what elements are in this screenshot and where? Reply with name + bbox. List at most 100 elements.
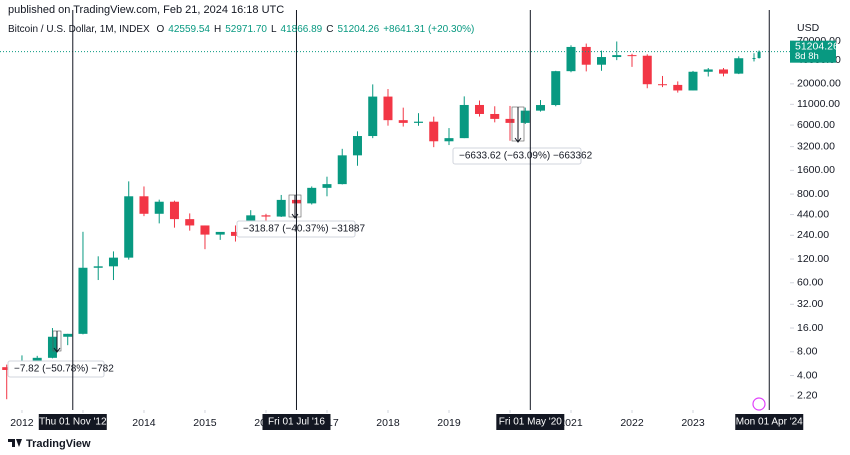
candle-body — [78, 267, 88, 334]
candle-body — [719, 69, 729, 74]
marker-box — [496, 414, 565, 430]
candle-body — [551, 71, 561, 106]
plot-area — [2, 41, 761, 400]
marker-label: Thu 01 Nov '12 — [39, 417, 107, 428]
y-tick-label: 4.00 — [797, 369, 818, 381]
y-tick-label: 11000.00 — [797, 98, 840, 110]
candle-body — [337, 155, 347, 185]
marker-label: Fri 01 Jul '16 — [268, 417, 325, 428]
candle-body — [459, 104, 469, 139]
candle-body — [322, 184, 332, 188]
last-price-box — [790, 40, 836, 63]
measurement-label: −6633.62 (−63.09%) −663362 — [452, 147, 593, 165]
marker-box — [735, 414, 804, 430]
ohlc-value: 42559.54 — [168, 24, 210, 35]
ohlc-key: C — [326, 24, 334, 35]
candle-body — [581, 46, 591, 65]
candle-body — [47, 336, 57, 358]
candle-body — [734, 58, 744, 74]
measurement-text: −318.87 (−40.37%) −31887 — [243, 224, 365, 235]
alert-icon — [752, 397, 766, 411]
candle-body — [230, 231, 240, 236]
candle-body — [63, 333, 73, 337]
y-tick-label: 60.00 — [797, 277, 823, 289]
y-tick-label: 6000.00 — [797, 119, 835, 131]
legend: Bitcoin / U.S. Dollar, 1M, INDEX O 42559.… — [8, 24, 478, 35]
candle-body — [757, 51, 761, 59]
candle-body — [398, 120, 408, 123]
y-tick-label: 240.00 — [797, 229, 829, 241]
candle-body — [108, 257, 118, 267]
candle-body — [154, 201, 164, 214]
candle-body — [505, 118, 515, 123]
measurement-text: −6633.62 (−63.09%) −663362 — [459, 151, 593, 162]
x-tick-label: 2023 — [681, 417, 705, 429]
candle-body — [612, 55, 622, 58]
marker-box — [262, 414, 331, 430]
x-tick-label: 2014 — [132, 417, 156, 429]
x-tick-label: 2019 — [437, 417, 461, 429]
candle-body — [2, 367, 12, 370]
x-tick-label: 2022 — [620, 417, 644, 429]
y-tick-label: 16.00 — [797, 322, 823, 334]
candle-body — [368, 96, 378, 137]
ohlc-key: O — [156, 24, 165, 35]
marker-label: Mon 01 Apr '24 — [736, 417, 803, 428]
ohlc-key: H — [214, 24, 222, 35]
currency: USD — [797, 22, 820, 34]
header: published on TradingView.com, Feb 21, 20… — [8, 4, 478, 35]
measurement-label: −318.87 (−40.37%) −31887 — [236, 220, 365, 238]
candle-body — [688, 71, 698, 91]
y-tick-label: 1600.00 — [797, 164, 835, 176]
y-tick-label: 440.00 — [797, 208, 829, 220]
y-tick-label: 2.20 — [797, 390, 818, 402]
ohlc-value: 41866.89 — [280, 24, 323, 35]
ohlc-value: 52971.70 — [225, 24, 267, 35]
change: +8641.31 (+20.30%) — [383, 24, 475, 35]
ohlc-key: L — [270, 24, 277, 35]
ohlc-value: 51204.26 — [337, 24, 380, 35]
candle-body — [444, 138, 454, 142]
measurement-text: −7.82 (−50.78%) −782 — [14, 364, 114, 375]
y-tick-label: 3200.00 — [797, 140, 835, 152]
candle-body — [307, 187, 317, 204]
candle-body — [658, 84, 668, 86]
x-tick-label: 2021 — [559, 417, 583, 429]
y-tick-label: 120.00 — [797, 253, 829, 265]
countdown: 8d 8h — [795, 51, 819, 62]
y-tick-label: 800.00 — [797, 188, 829, 200]
candle-body — [474, 104, 484, 114]
candle-body — [124, 196, 134, 258]
x-tick-label: 2012 — [10, 417, 34, 429]
last-price-label: 51204.26 — [795, 40, 839, 52]
candle-body — [185, 219, 195, 226]
marker-box — [38, 414, 107, 430]
candle-body — [261, 215, 271, 217]
candle-body — [200, 225, 210, 235]
candle-body — [169, 201, 179, 220]
candle-body — [215, 231, 225, 235]
marker-label: Fri 01 May '20 — [499, 417, 562, 428]
y-tick-label: 20000.00 — [797, 78, 841, 90]
candle-body — [490, 113, 500, 119]
candle-body — [429, 121, 439, 142]
symbol: Bitcoin / U.S. Dollar, 1M, INDEX — [8, 24, 150, 35]
candle-body — [535, 105, 545, 111]
published: published on TradingView.com, Feb 21, 20… — [8, 4, 285, 16]
y-tick-label: 32.00 — [797, 298, 823, 310]
candle-body — [520, 110, 530, 123]
candle-body — [673, 84, 683, 91]
footer-logo: TradingView — [8, 438, 91, 450]
measurement-tools — [52, 106, 525, 353]
y-tick-label: 8.00 — [797, 346, 818, 358]
measurement-label: −7.82 (−50.78%) −782 — [7, 360, 114, 378]
candle-body — [703, 69, 713, 72]
x-tick-label: 2018 — [376, 417, 400, 429]
candle-body — [413, 121, 423, 123]
footer-text: TradingView — [26, 438, 91, 450]
candle-body — [276, 199, 286, 217]
candle-body — [642, 55, 652, 85]
candle-body — [93, 266, 103, 268]
